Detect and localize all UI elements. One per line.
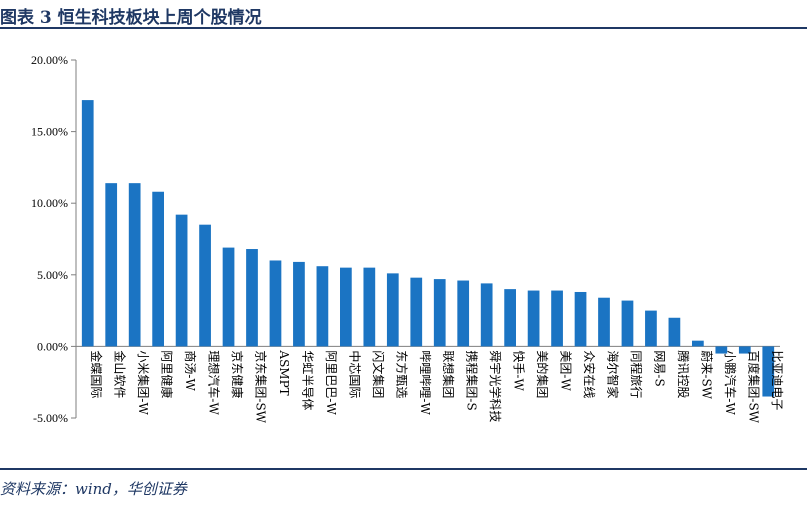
x-tick-label: 众安在线 xyxy=(582,350,597,398)
bar xyxy=(433,279,446,347)
bar xyxy=(269,260,282,347)
x-tick-label: 蔚来-SW xyxy=(699,350,713,399)
bar xyxy=(128,183,141,347)
bar xyxy=(293,261,305,347)
x-tick-label: 联想集团 xyxy=(441,350,456,398)
bar xyxy=(410,277,423,347)
bar xyxy=(574,291,587,347)
bar xyxy=(527,290,540,347)
bar xyxy=(621,300,634,347)
bar xyxy=(480,283,493,347)
bar xyxy=(551,290,563,347)
x-tick-label: 京东健康 xyxy=(230,350,245,398)
bar xyxy=(340,267,352,347)
header-rule xyxy=(0,27,807,29)
bar xyxy=(645,310,657,347)
x-tick-label: 美团-W xyxy=(559,350,573,391)
x-tick-label: 金蝶国际 xyxy=(89,350,104,398)
x-tick-label: 舜宇光学科技 xyxy=(488,350,503,422)
x-tick-label: 腾讯控股 xyxy=(676,350,691,398)
x-tick-label: 华虹半导体 xyxy=(300,350,314,410)
source-note: 资料来源：wind，华创证券 xyxy=(0,480,187,498)
bar xyxy=(316,266,329,347)
x-tick-label: 比亚迪电子 xyxy=(770,350,784,410)
footer-rule xyxy=(0,468,807,470)
x-tick-label: 商汤-W xyxy=(183,350,198,391)
bar xyxy=(738,346,751,354)
bar xyxy=(105,183,118,347)
bar xyxy=(668,317,681,347)
y-tick-label: 0.00% xyxy=(37,339,68,353)
bar xyxy=(246,249,258,347)
bar xyxy=(222,247,235,347)
x-tick-label: ASMPT xyxy=(277,349,291,395)
x-tick-label: 金山软件 xyxy=(113,350,128,398)
bar xyxy=(363,267,376,347)
page-header: 图表 3 恒生科技板块上周个股情况 xyxy=(0,0,807,28)
bar xyxy=(199,224,211,347)
bar xyxy=(762,346,775,397)
x-tick-label: 东方甄选 xyxy=(394,350,409,398)
y-tick-label: 20.00% xyxy=(31,53,68,67)
y-tick-label: 15.00% xyxy=(31,125,68,139)
x-tick-label: 小米集团-W xyxy=(136,350,151,415)
bar xyxy=(715,346,728,354)
x-tick-label: 同程旅行 xyxy=(629,350,644,398)
y-tick-label: 5.00% xyxy=(37,268,68,282)
bar xyxy=(692,340,704,347)
bar xyxy=(457,280,470,347)
x-tick-label: 海尔智家 xyxy=(606,350,621,398)
x-tick-label: 携程集团-S xyxy=(465,350,480,410)
bar xyxy=(504,289,516,347)
bar xyxy=(598,297,610,347)
figure-title: 图表 3 恒生科技板块上周个股情况 xyxy=(0,8,262,28)
x-tick-label: 快手-W xyxy=(512,350,526,391)
x-tick-label: 阿里健康 xyxy=(160,350,175,398)
x-tick-label: 中芯国际 xyxy=(347,350,362,398)
y-tick-label: 10.00% xyxy=(31,196,68,210)
y-tick-label: -5.00% xyxy=(33,411,68,425)
bar xyxy=(152,191,164,347)
x-tick-label: 闪文集团 xyxy=(371,350,386,398)
x-tick-label: 阿里巴巴-W xyxy=(324,350,338,415)
x-tick-label: 京东集团-SW xyxy=(254,350,269,423)
bar xyxy=(175,214,188,347)
x-tick-label: 网易-S xyxy=(652,350,666,386)
bar-chart: -5.00% 0.00% 5.00% 10.00% 15.00% 20.00% 金蝶国际 金山… xyxy=(31,53,784,425)
x-tick-label: 小鹏汽车-W xyxy=(723,350,738,415)
x-tick-label: 哔哩哔哩-W xyxy=(418,350,432,415)
x-tick-label: 美的集团 xyxy=(535,350,550,398)
bar xyxy=(386,273,399,347)
bar xyxy=(81,100,94,347)
x-tick-label: 百度集团-SW xyxy=(746,350,761,423)
x-tick-label: 理想汽车-W xyxy=(207,350,222,415)
